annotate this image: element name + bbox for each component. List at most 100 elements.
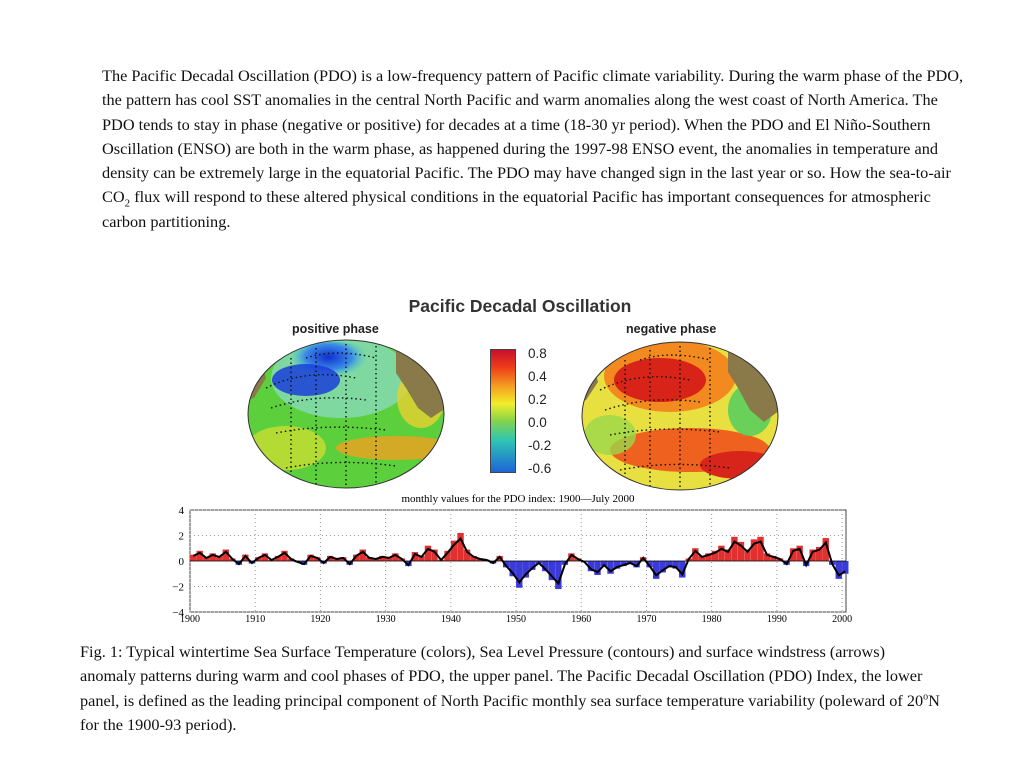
colorbar-label: 0.4 [528, 369, 547, 384]
figure-title: Pacific Decadal Oscillation [408, 296, 632, 316]
x-tick-label: 1950 [506, 614, 526, 625]
intro-paragraph: The Pacific Decadal Oscillation (PDO) is… [102, 64, 970, 234]
x-tick-label: 1930 [376, 614, 396, 625]
x-tick-label: 1900 [180, 614, 200, 625]
x-tick-label: 1910 [245, 614, 265, 625]
pdo-bar [705, 553, 712, 561]
colorbar-label: 0.2 [528, 392, 547, 407]
figure-caption: Fig. 1: Typical wintertime Sea Surface T… [80, 640, 940, 737]
pdo-bar [698, 555, 706, 561]
pdo-bar [353, 554, 360, 561]
pdo-bar [679, 561, 686, 578]
pdo-bar [281, 550, 288, 561]
pdo-bar [307, 554, 314, 561]
pdo-bar [692, 548, 699, 561]
pdo-bar [607, 561, 614, 574]
pdo-bar [326, 555, 334, 561]
pdo-index-line [192, 536, 846, 586]
pdo-bar [809, 549, 816, 561]
pdo-bar [613, 561, 621, 569]
pdo-bar [633, 561, 640, 568]
intro-text-end: flux will respond to these altered physi… [102, 187, 931, 231]
y-tick-label: 0 [179, 556, 185, 568]
pdo-bar [203, 557, 210, 561]
caption-text-end: N for the 1900-93 period). [80, 690, 940, 734]
pdo-bar [424, 545, 432, 561]
pdo-bar [724, 549, 732, 561]
positive-phase-label: positive phase [292, 322, 379, 336]
pdo-bar [646, 561, 653, 568]
pdo-bar [555, 561, 562, 590]
pdo-bar [392, 553, 399, 561]
pdo-bar [718, 545, 725, 561]
x-tick-label: 1940 [441, 614, 461, 625]
pdo-bar [789, 548, 797, 561]
x-tick-label: 2000 [832, 614, 852, 625]
pdo-bar [666, 561, 673, 568]
colorbar-label: -0.2 [528, 438, 552, 453]
y-tick-label: −2 [172, 582, 184, 594]
pdo-bar [711, 550, 719, 561]
pdo-bar [509, 561, 516, 577]
pdo-bar [822, 538, 829, 561]
pdo-bar [196, 550, 203, 561]
pdo-bar [463, 549, 471, 561]
negative-phase-label: negative phase [626, 322, 717, 336]
pdo-bar [242, 554, 249, 561]
pdo-bar [216, 555, 223, 561]
pdo-bar [763, 553, 771, 561]
colorbar-label: 0.8 [528, 346, 547, 361]
color-scale-bar [490, 349, 516, 473]
intro-text: The Pacific Decadal Oscillation (PDO) is… [102, 66, 964, 207]
pdo-bar [516, 561, 523, 588]
x-tick-label: 1980 [702, 614, 722, 625]
pdo-bar [835, 561, 842, 579]
pdo-bar [620, 561, 627, 567]
x-tick-label: 1990 [767, 614, 787, 625]
degree-superscript: o [923, 691, 929, 703]
pdo-bar [431, 549, 438, 561]
pdo-bar [366, 557, 373, 561]
pdo-bar [385, 557, 393, 561]
pdo-bar [522, 561, 529, 578]
pdo-bar [313, 557, 321, 561]
co2-subscript: 2 [124, 197, 131, 210]
pdo-bar [600, 561, 608, 567]
pdo-bar [744, 549, 751, 561]
pdo-bar [548, 561, 556, 581]
pdo-bar [842, 561, 849, 574]
positive-phase-globe [247, 339, 445, 489]
pdo-bar [737, 541, 745, 561]
pdo-bar [450, 540, 458, 561]
chart-title: monthly values for the PDO index: 1900—J… [401, 493, 635, 505]
negative-phase-globe [581, 341, 779, 491]
pdo-bar [261, 553, 269, 561]
caption-text: Fig. 1: Typical wintertime Sea Surface T… [80, 642, 924, 710]
pdo-bar [418, 555, 425, 561]
pdo-bar [444, 550, 451, 561]
pdo-bar [652, 561, 660, 579]
y-tick-label: −4 [172, 607, 184, 619]
pdo-bar [503, 561, 510, 568]
pdo-bar [587, 561, 595, 572]
y-tick-label: 4 [179, 505, 185, 517]
pdo-bar [222, 549, 229, 561]
x-tick-label: 1960 [571, 614, 591, 625]
pdo-bar [594, 561, 601, 576]
pdo-bar [816, 546, 823, 561]
x-tick-label: 1970 [636, 614, 656, 625]
pdo-bar [209, 553, 216, 561]
pdo-bar [359, 549, 366, 561]
colorbar-label: 0.0 [528, 415, 547, 430]
pdo-bar [757, 536, 764, 561]
pdo-bar [411, 552, 419, 561]
pdo-bar [457, 532, 464, 561]
pdo-bar [274, 555, 282, 561]
pdo-bar [659, 561, 666, 573]
pdo-bar [750, 539, 758, 561]
pdo-bar [529, 561, 536, 570]
pdo-bar [568, 553, 575, 561]
pdo-bar [796, 545, 803, 561]
y-tick-label: 2 [179, 531, 185, 543]
pdo-index-chart: monthly values for the PDO index: 1900—J… [172, 493, 852, 625]
